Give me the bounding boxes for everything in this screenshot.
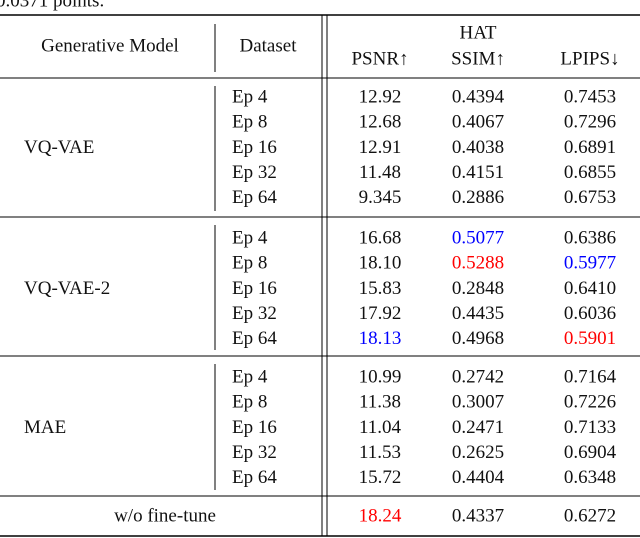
lpips-cell: 0.6753 bbox=[564, 187, 616, 208]
psnr-cell: 10.99 bbox=[359, 366, 402, 387]
psnr-cell: 15.72 bbox=[359, 467, 402, 488]
dataset-cell: Ep 32 bbox=[232, 162, 277, 183]
psnr-cell: 9.345 bbox=[359, 187, 402, 208]
ssim-cell: 0.4435 bbox=[452, 303, 504, 324]
dataset-cell: Ep 64 bbox=[232, 328, 277, 349]
psnr-cell: 18.10 bbox=[359, 253, 402, 274]
psnr-cell: 11.48 bbox=[359, 162, 401, 183]
dataset-cell: Ep 16 bbox=[232, 278, 277, 299]
dataset-cell: Ep 64 bbox=[232, 187, 277, 208]
lpips-cell: 0.5977 bbox=[564, 253, 616, 274]
lpips-cell: 0.7453 bbox=[564, 86, 616, 107]
ssim-cell: 0.4337 bbox=[452, 505, 504, 526]
psnr-cell: 18.13 bbox=[359, 328, 402, 349]
dataset-cell: Ep 16 bbox=[232, 417, 277, 438]
ssim-cell: 0.4404 bbox=[452, 467, 505, 488]
group-model: MAE bbox=[24, 417, 66, 438]
ssim-cell: 0.4968 bbox=[452, 328, 504, 349]
psnr-cell: 12.68 bbox=[359, 112, 402, 133]
ssim-cell: 0.4394 bbox=[452, 86, 505, 107]
psnr-cell: 15.83 bbox=[359, 278, 402, 299]
psnr-cell: 18.24 bbox=[359, 505, 402, 526]
psnr-cell: 12.92 bbox=[359, 86, 402, 107]
ssim-cell: 0.4038 bbox=[452, 137, 504, 158]
psnr-cell: 12.91 bbox=[359, 137, 402, 158]
psnr-cell: 16.68 bbox=[359, 227, 402, 248]
dataset-cell: Ep 4 bbox=[232, 366, 268, 387]
dataset-cell: Ep 32 bbox=[232, 303, 277, 324]
header-group: HAT bbox=[460, 22, 497, 43]
header-ssim: SSIM↑ bbox=[451, 48, 505, 69]
dataset-cell: Ep 32 bbox=[232, 442, 277, 463]
dataset-cell: Ep 8 bbox=[232, 253, 267, 274]
lpips-cell: 0.7133 bbox=[564, 417, 616, 438]
lpips-cell: 0.6855 bbox=[564, 162, 616, 183]
group-model: VQ-VAE-2 bbox=[24, 278, 110, 299]
lpips-cell: 0.6348 bbox=[564, 467, 616, 488]
baseline-label: w/o fine-tune bbox=[114, 505, 216, 526]
caption-tail: 0.0371 points. bbox=[0, 0, 104, 11]
psnr-cell: 17.92 bbox=[359, 303, 402, 324]
ssim-cell: 0.2625 bbox=[452, 442, 504, 463]
lpips-cell: 0.6272 bbox=[564, 505, 616, 526]
ssim-cell: 0.2471 bbox=[452, 417, 504, 438]
dataset-cell: Ep 8 bbox=[232, 112, 267, 133]
ssim-cell: 0.2886 bbox=[452, 187, 504, 208]
ssim-cell: 0.5077 bbox=[452, 227, 504, 248]
header-model: Generative Model bbox=[41, 35, 179, 56]
lpips-cell: 0.6386 bbox=[564, 227, 616, 248]
ssim-cell: 0.4151 bbox=[452, 162, 504, 183]
lpips-cell: 0.7296 bbox=[564, 112, 616, 133]
header-psnr: PSNR↑ bbox=[351, 48, 408, 69]
ssim-cell: 0.5288 bbox=[452, 253, 504, 274]
psnr-cell: 11.04 bbox=[359, 417, 402, 438]
lpips-cell: 0.6904 bbox=[564, 442, 617, 463]
dataset-cell: Ep 4 bbox=[232, 86, 268, 107]
lpips-cell: 0.7164 bbox=[564, 366, 617, 387]
dataset-cell: Ep 4 bbox=[232, 227, 268, 248]
dataset-cell: Ep 8 bbox=[232, 392, 267, 413]
dataset-cell: Ep 16 bbox=[232, 137, 277, 158]
ssim-cell: 0.4067 bbox=[452, 112, 504, 133]
ssim-cell: 0.2742 bbox=[452, 366, 504, 387]
group-model: VQ-VAE bbox=[24, 137, 94, 158]
lpips-cell: 0.7226 bbox=[564, 392, 616, 413]
lpips-cell: 0.6410 bbox=[564, 278, 616, 299]
psnr-cell: 11.38 bbox=[359, 392, 401, 413]
lpips-cell: 0.5901 bbox=[564, 328, 616, 349]
ssim-cell: 0.2848 bbox=[452, 278, 504, 299]
lpips-cell: 0.6891 bbox=[564, 137, 616, 158]
ssim-cell: 0.3007 bbox=[452, 392, 504, 413]
header-dataset: Dataset bbox=[240, 35, 298, 56]
lpips-cell: 0.6036 bbox=[564, 303, 616, 324]
header-lpips: LPIPS↓ bbox=[560, 48, 619, 69]
dataset-cell: Ep 64 bbox=[232, 467, 277, 488]
psnr-cell: 11.53 bbox=[359, 442, 401, 463]
